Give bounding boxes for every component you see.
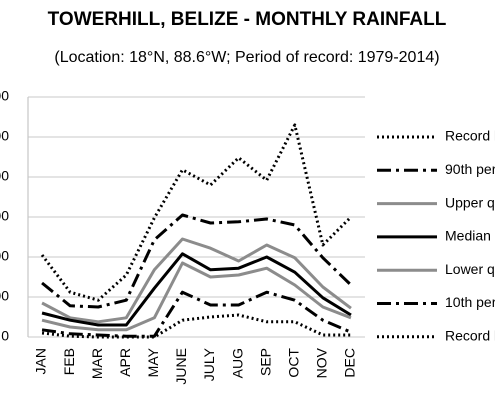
x-tick-label: MAY xyxy=(145,347,161,377)
x-tick-label: APR xyxy=(117,348,133,377)
legend-label: Lower quartile xyxy=(445,261,495,277)
x-tick-label: DEC xyxy=(342,348,358,378)
y-tick-label: 200 xyxy=(0,248,9,264)
legend-label: Upper quartile xyxy=(445,194,495,210)
x-tick-label: JUNE xyxy=(173,348,189,385)
y-tick-label: 500 xyxy=(0,128,9,144)
y-tick-label: 0 xyxy=(1,328,9,344)
x-tick-label: JULY xyxy=(201,347,217,381)
series-line xyxy=(41,313,351,339)
series-line xyxy=(40,123,353,302)
x-tick-label: MAR xyxy=(89,348,105,379)
legend-label: 10th percentile xyxy=(445,294,495,310)
x-tick-label: NOV xyxy=(314,347,330,378)
x-tick-label: AUG xyxy=(229,348,245,378)
legend-label: 90th percentile xyxy=(445,161,495,177)
series-line xyxy=(41,237,352,324)
series-line xyxy=(41,213,353,309)
legend-label: Record high xyxy=(445,128,495,144)
x-tick-label: OCT xyxy=(285,348,301,378)
legend-label: Record low xyxy=(445,328,495,344)
chart-title: TOWERHILL, BELIZE - MONTHLY RAINFALL xyxy=(48,9,447,30)
series-line xyxy=(41,290,352,338)
y-tick-label: 300 xyxy=(0,208,9,224)
legend-label: Median xyxy=(445,228,491,244)
series-line xyxy=(41,252,352,327)
x-tick-label: SEP xyxy=(257,348,273,376)
x-tick-label: JAN xyxy=(33,348,49,374)
y-tick-label: 600 xyxy=(0,88,9,104)
x-tick-label: FEB xyxy=(61,348,77,375)
y-tick-label: 400 xyxy=(0,168,9,184)
chart-subtitle: (Location: 18°N, 88.6°W; Period of recor… xyxy=(54,49,439,66)
series-line xyxy=(41,261,352,332)
y-tick-label: 100 xyxy=(0,288,9,304)
